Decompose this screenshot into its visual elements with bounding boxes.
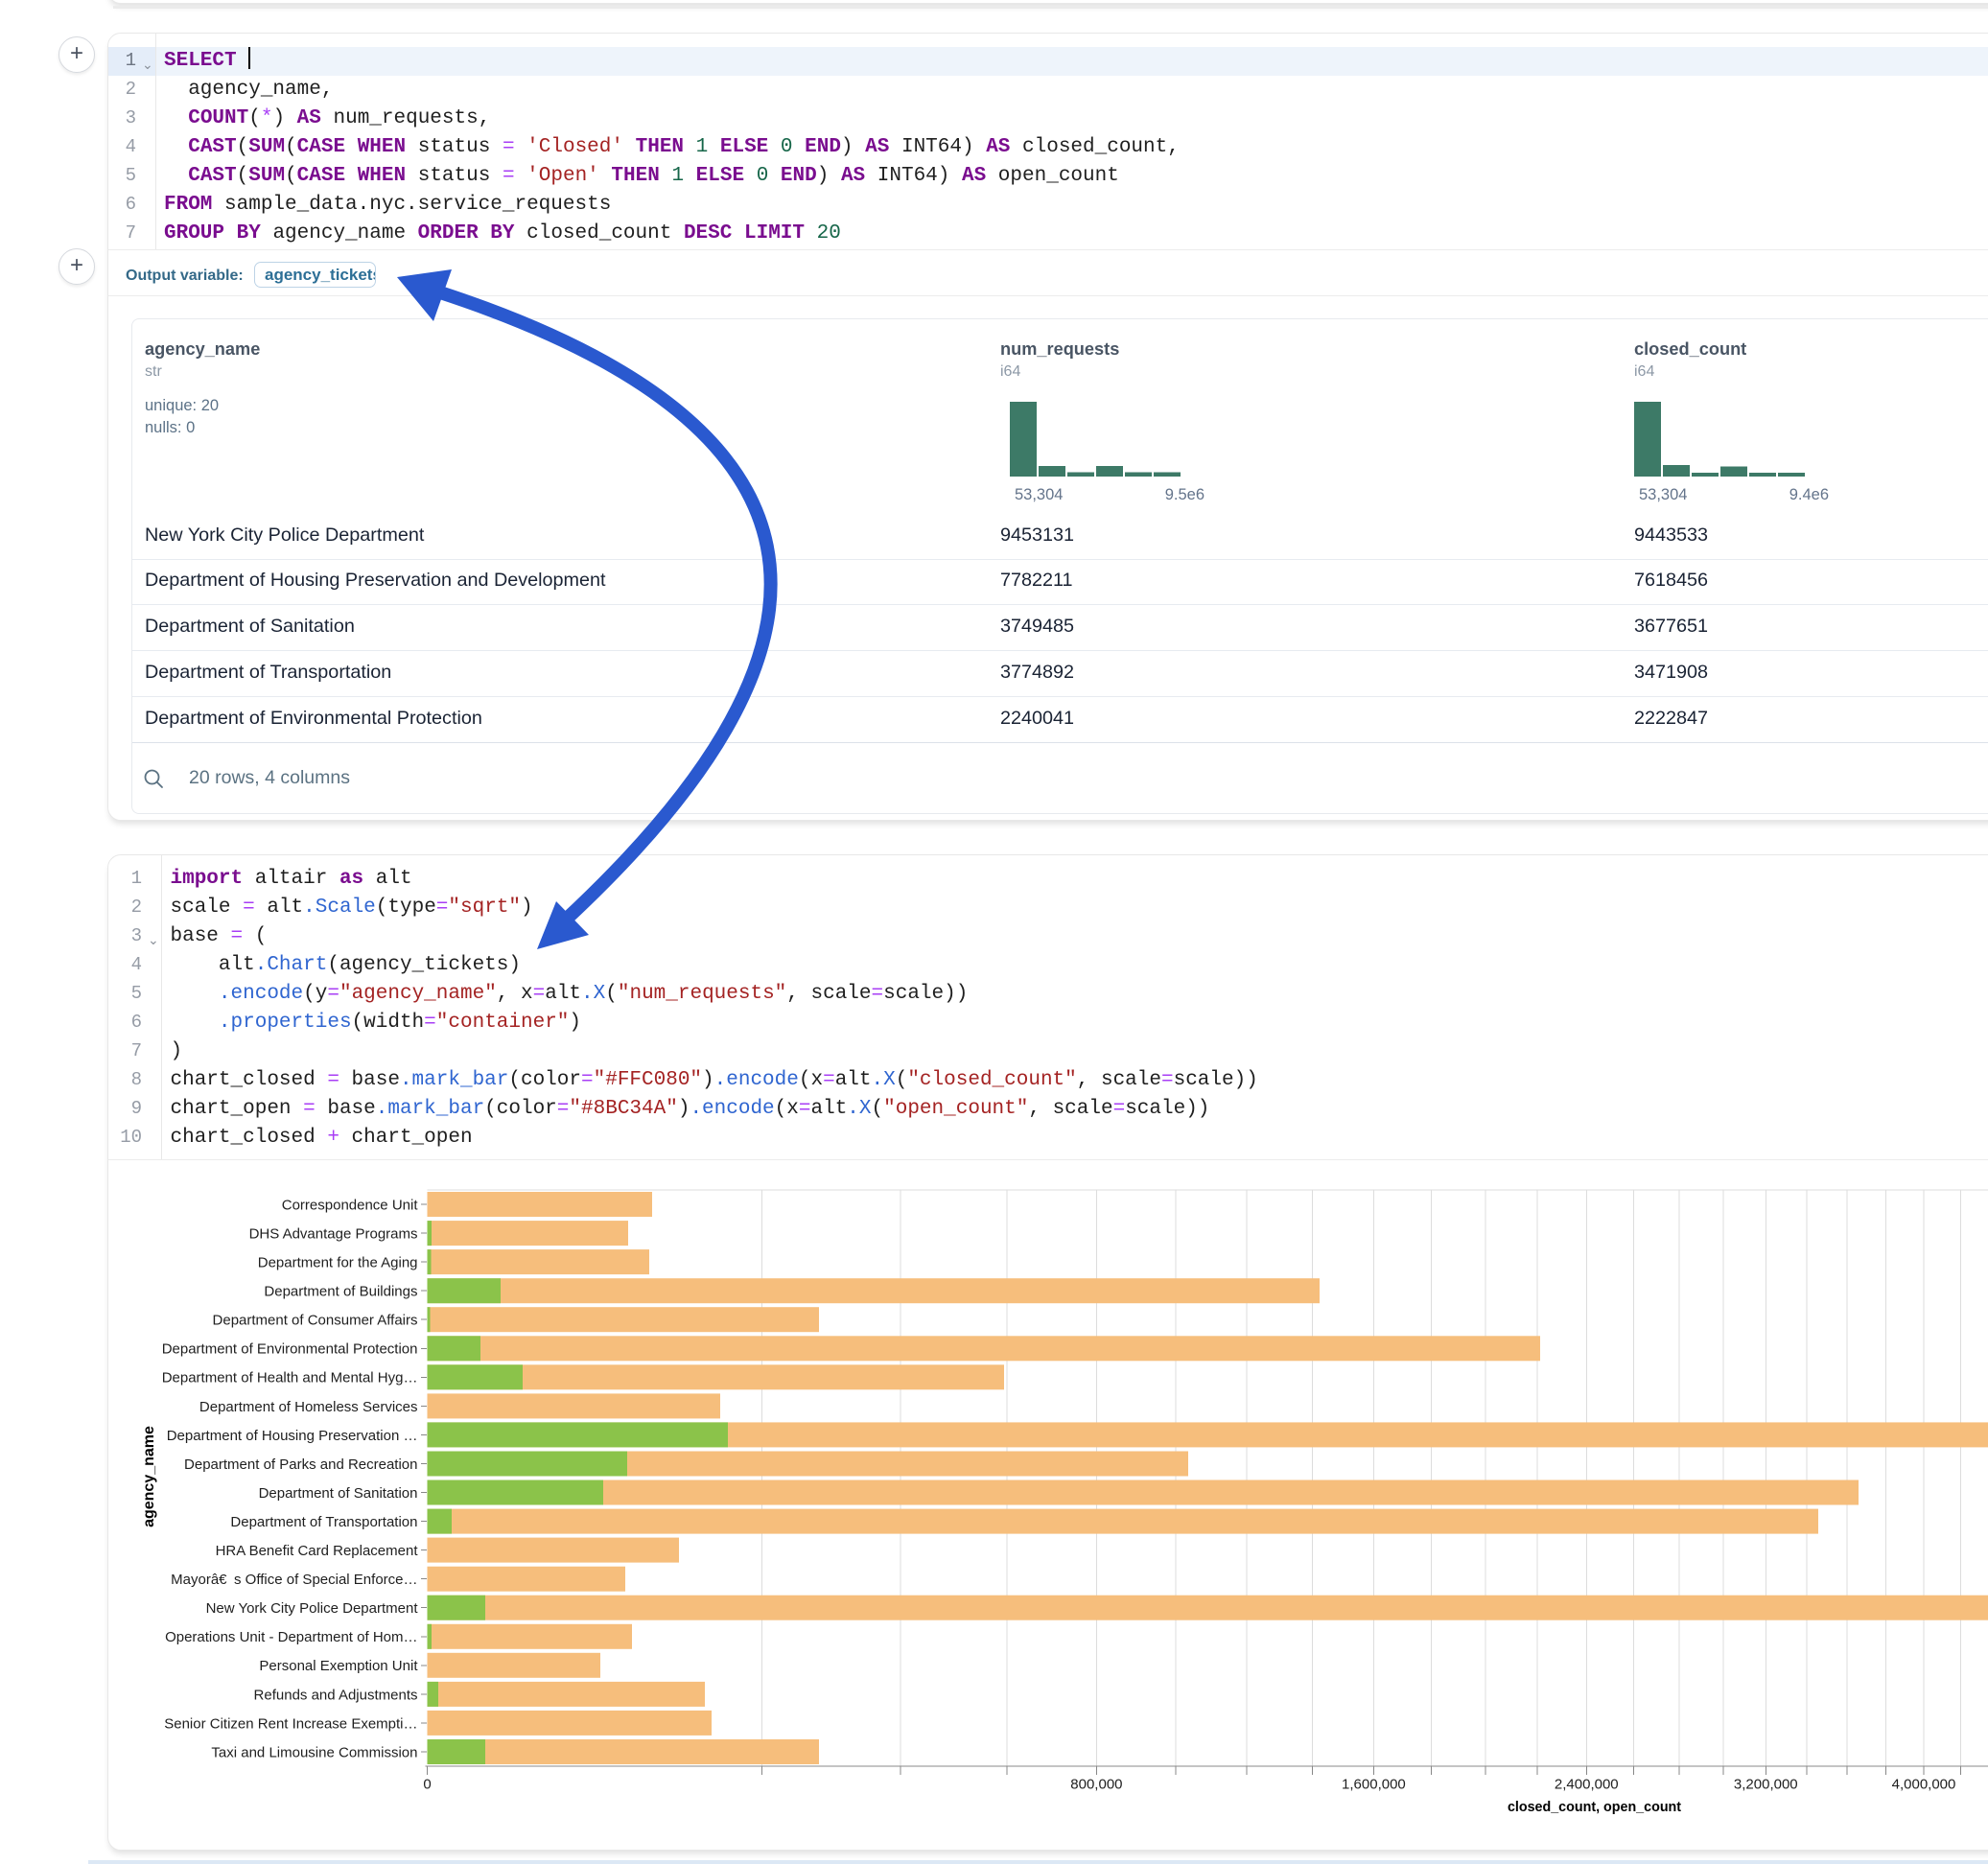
svg-text:Department of Parks and Recrea: Department of Parks and Recreation xyxy=(184,1456,417,1473)
svg-text:Department of Transportation: Department of Transportation xyxy=(230,1514,417,1530)
svg-text:3,200,000: 3,200,000 xyxy=(1734,1777,1798,1793)
svg-text:agency_name: agency_name xyxy=(141,1426,157,1527)
svg-text:DHS Advantage Programs: DHS Advantage Programs xyxy=(249,1226,418,1243)
svg-text:Department of Environmental Pr: Department of Environmental Protection xyxy=(162,1341,418,1358)
svg-text:Department for the Aging: Department for the Aging xyxy=(258,1255,418,1271)
svg-text:New York City Police Departmen: New York City Police Department xyxy=(206,1600,419,1617)
svg-text:HRA Benefit Card Replacement: HRA Benefit Card Replacement xyxy=(216,1543,419,1559)
svg-text:Taxi and Limousine Commission: Taxi and Limousine Commission xyxy=(211,1744,417,1760)
svg-text:4,000,000: 4,000,000 xyxy=(1892,1777,1956,1793)
svg-text:2,400,000: 2,400,000 xyxy=(1555,1777,1619,1793)
svg-text:Department of Buildings: Department of Buildings xyxy=(264,1284,417,1300)
svg-text:Personal Exemption Unit: Personal Exemption Unit xyxy=(259,1658,418,1674)
svg-text:Senior Citizen Rent Increase E: Senior Citizen Rent Increase Exempti… xyxy=(164,1715,417,1732)
svg-text:Correspondence Unit: Correspondence Unit xyxy=(282,1197,419,1213)
svg-text:Department of Consumer Affairs: Department of Consumer Affairs xyxy=(213,1313,418,1329)
svg-text:1,600,000: 1,600,000 xyxy=(1342,1777,1406,1793)
svg-text:Department of Homeless Service: Department of Homeless Services xyxy=(199,1399,418,1415)
svg-text:Department of Sanitation: Department of Sanitation xyxy=(259,1485,418,1502)
svg-text:closed_count, open_count: closed_count, open_count xyxy=(1508,1800,1681,1815)
svg-text:Refunds and Adjustments: Refunds and Adjustments xyxy=(254,1687,418,1703)
svg-text:Department of Housing Preserva: Department of Housing Preservation … xyxy=(167,1428,418,1444)
svg-text:Department of Health and Menta: Department of Health and Mental Hyg… xyxy=(162,1370,418,1386)
svg-text:0: 0 xyxy=(423,1777,431,1793)
svg-text:800,000: 800,000 xyxy=(1070,1777,1122,1793)
svg-text:Mayorâ€ s Office of Special En: Mayorâ€ s Office of Special Enforce… xyxy=(171,1572,417,1588)
svg-text:Operations Unit - Department o: Operations Unit - Department of Hom… xyxy=(165,1629,417,1645)
